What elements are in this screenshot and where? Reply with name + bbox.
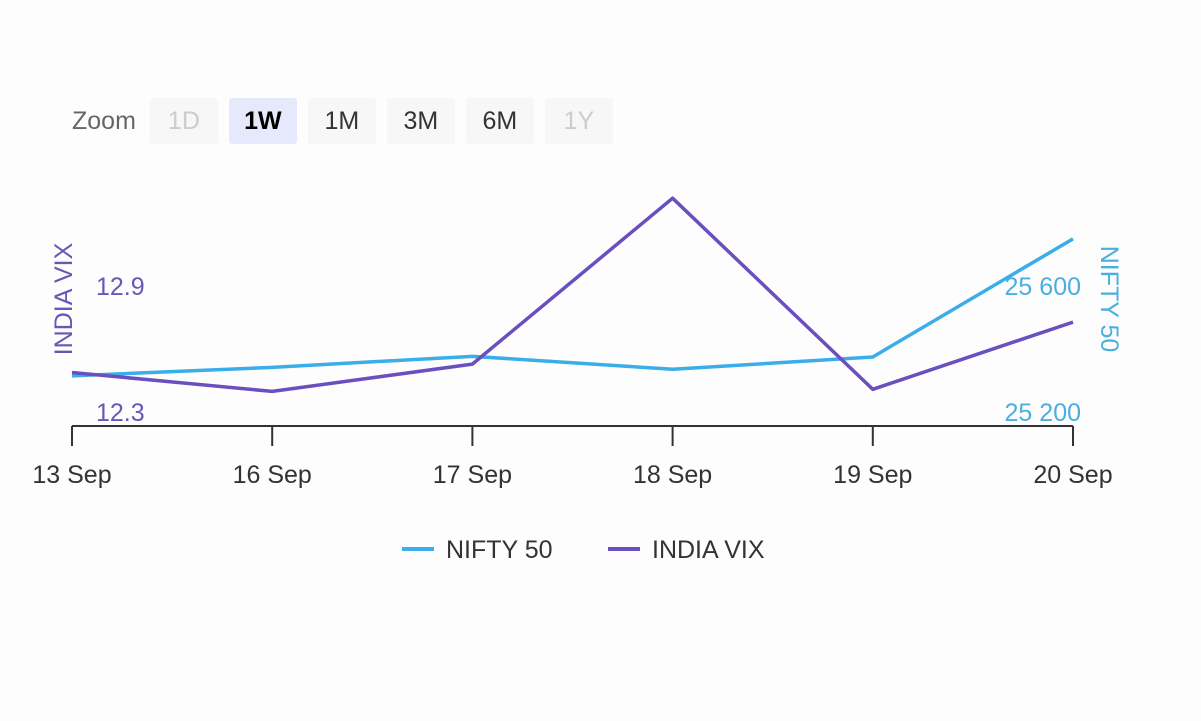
zoom-3m-button[interactable]: 3M: [386, 98, 455, 144]
legend-item: NIFTY 50: [446, 536, 553, 564]
x-tick-label: 18 Sep: [633, 461, 712, 489]
x-tick-label: 20 Sep: [1033, 461, 1112, 489]
left-y-axis-title: INDIA VIX: [50, 242, 78, 355]
zoom-label: Zoom: [72, 106, 136, 135]
zoom-1y-button[interactable]: 1Y: [544, 98, 613, 144]
zoom-1d-button[interactable]: 1D: [149, 98, 218, 144]
left-y-tick-label: 12.3: [96, 399, 145, 427]
right-y-tick-label: 25 200: [1005, 399, 1081, 427]
series-line-india-vix: [71, 196, 1074, 394]
range-selector: Zoom 1D 1W 1M 3M 6M 1Y: [72, 98, 624, 144]
series-line-nifty-50: [71, 237, 1074, 378]
zoom-6m-button[interactable]: 6M: [465, 98, 534, 144]
x-tick-label: 13 Sep: [32, 461, 111, 489]
right-y-tick-label: 25 600: [1005, 273, 1081, 301]
zoom-1m-button[interactable]: 1M: [307, 98, 376, 144]
x-tick-label: 19 Sep: [833, 461, 912, 489]
x-tick-label: 17 Sep: [433, 461, 512, 489]
right-y-axis-title: NIFTY 50: [1095, 246, 1123, 353]
legend-item: INDIA VIX: [652, 536, 765, 564]
left-y-tick-label: 12.9: [96, 273, 145, 301]
x-tick-label: 16 Sep: [233, 461, 312, 489]
zoom-1w-button[interactable]: 1W: [228, 98, 297, 144]
